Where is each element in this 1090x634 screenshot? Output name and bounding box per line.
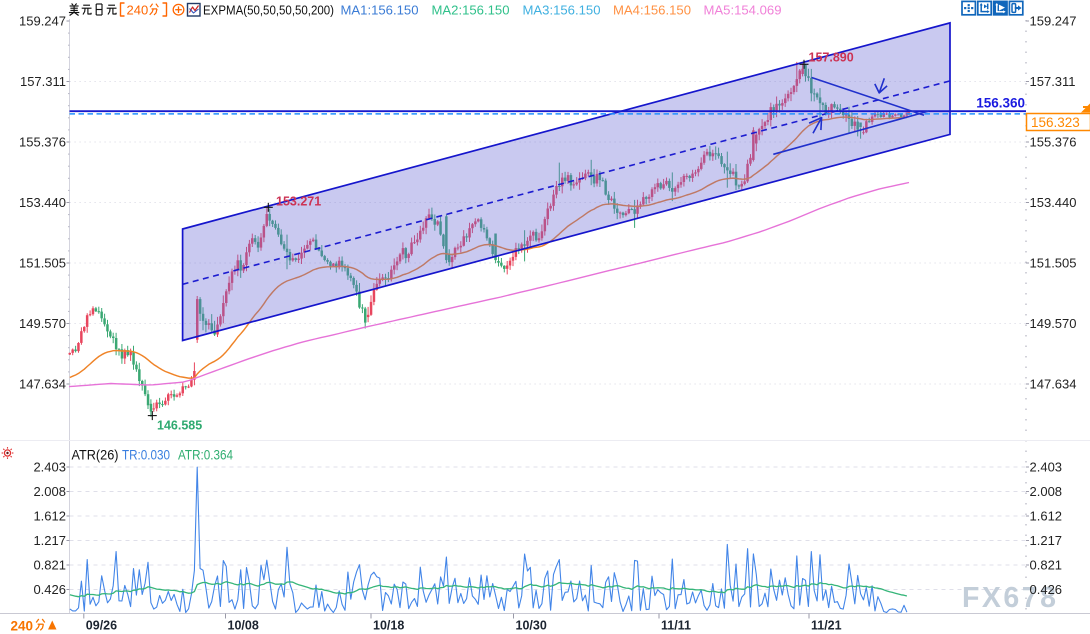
- svg-text:157.311: 157.311: [1030, 74, 1076, 89]
- svg-text:151.505: 151.505: [19, 256, 66, 271]
- svg-text:240: 240: [127, 2, 149, 17]
- svg-text:155.376: 155.376: [1030, 135, 1077, 150]
- svg-text:ATR:0.364: ATR:0.364: [178, 448, 233, 463]
- svg-text:TR:0.030: TR:0.030: [122, 448, 170, 463]
- svg-text:MA1:156.150: MA1:156.150: [341, 2, 419, 17]
- svg-text:146.585: 146.585: [157, 419, 202, 433]
- svg-text:159.247: 159.247: [19, 14, 66, 29]
- svg-text:0.821: 0.821: [1030, 558, 1063, 573]
- svg-text:0.821: 0.821: [33, 558, 66, 573]
- svg-text:149.570: 149.570: [19, 316, 66, 331]
- svg-text:1.217: 1.217: [1030, 533, 1063, 548]
- svg-text:1.612: 1.612: [33, 509, 66, 524]
- svg-text:2.403: 2.403: [1030, 460, 1063, 475]
- svg-text:2.008: 2.008: [33, 484, 66, 499]
- svg-text:1.217: 1.217: [33, 533, 66, 548]
- svg-text:153.440: 153.440: [1030, 195, 1077, 210]
- svg-text:MA4:156.150: MA4:156.150: [613, 2, 691, 17]
- svg-text:157.890: 157.890: [809, 51, 854, 65]
- svg-text:MA2:156.150: MA2:156.150: [432, 2, 510, 17]
- svg-text:2.403: 2.403: [33, 460, 66, 475]
- svg-text:EXPMA(50,50,50,50,200): EXPMA(50,50,50,50,200): [203, 2, 334, 17]
- svg-text:FX678: FX678: [962, 582, 1058, 614]
- svg-text:09/26: 09/26: [86, 619, 117, 633]
- svg-text:157.311: 157.311: [20, 74, 66, 89]
- svg-text:153.440: 153.440: [19, 195, 66, 210]
- svg-text:155.376: 155.376: [19, 135, 66, 150]
- svg-text:11/11: 11/11: [661, 619, 691, 633]
- svg-text:153.271: 153.271: [276, 195, 321, 209]
- svg-text:156.323: 156.323: [1031, 115, 1080, 130]
- svg-text:0.426: 0.426: [33, 582, 66, 597]
- svg-text:149.570: 149.570: [1030, 316, 1077, 331]
- svg-text:156.360: 156.360: [976, 96, 1025, 111]
- svg-text:151.505: 151.505: [1030, 256, 1077, 271]
- svg-text:0.426: 0.426: [1030, 582, 1063, 597]
- svg-text:2.008: 2.008: [1030, 484, 1063, 499]
- svg-text:11/21: 11/21: [811, 619, 842, 633]
- svg-text:1.612: 1.612: [1030, 509, 1063, 524]
- svg-text:10/18: 10/18: [373, 619, 404, 633]
- svg-text:147.634: 147.634: [19, 377, 66, 392]
- svg-text:159.247: 159.247: [1030, 14, 1077, 29]
- svg-text:240: 240: [11, 619, 34, 634]
- svg-text:10/30: 10/30: [516, 619, 547, 633]
- svg-text:147.634: 147.634: [1030, 377, 1077, 392]
- svg-text:MA3:156.150: MA3:156.150: [523, 2, 601, 17]
- svg-text:10/08: 10/08: [228, 619, 259, 633]
- svg-text:ATR(26): ATR(26): [72, 448, 119, 463]
- svg-text:MA5:154.069: MA5:154.069: [704, 2, 782, 17]
